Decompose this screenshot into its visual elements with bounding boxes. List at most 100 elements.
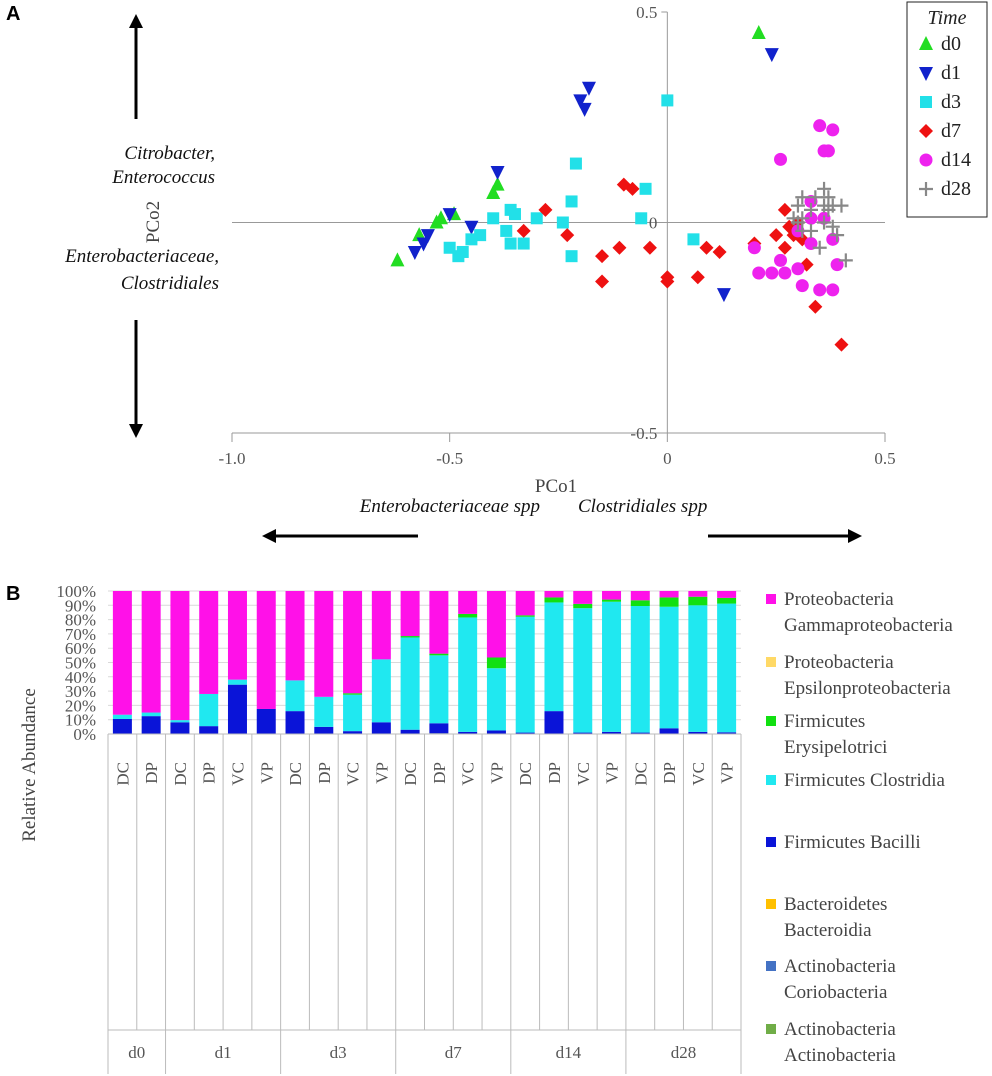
category-label: DC	[171, 762, 190, 786]
bar-segment	[429, 653, 449, 656]
bar-segment	[486, 668, 506, 731]
point-d3	[530, 212, 543, 225]
category-label: DP	[142, 762, 161, 784]
bar-segment	[630, 600, 650, 607]
legend-label-d7: d7	[941, 120, 961, 142]
point-d0	[486, 185, 501, 200]
legend-swatch	[766, 837, 776, 847]
pcoa-panel: A 0.5 0 -0.5 -1.0 -0.5 0 0.5 PCo1 PCo2 Citrobacte…	[6, 1, 988, 543]
legend-swatch	[766, 775, 776, 785]
bar-segment	[717, 732, 737, 734]
bar-segment	[717, 603, 737, 733]
legend-label: Gammaproteobacteria	[784, 615, 953, 636]
bar-segment	[544, 597, 564, 603]
bar-segment	[659, 591, 679, 598]
point-d7	[625, 181, 640, 196]
category-label: DP	[200, 762, 219, 784]
y-tick-label: 90%	[65, 596, 96, 615]
panel-letter-a: A	[6, 3, 20, 25]
arrow-left	[262, 529, 418, 543]
category-label: VC	[344, 762, 363, 786]
group-label: d7	[445, 1043, 463, 1062]
point-d1	[573, 94, 588, 109]
bar-segment	[285, 680, 305, 712]
series-d28	[786, 181, 853, 268]
bar-segment	[256, 591, 276, 709]
legend-swatch	[766, 1024, 776, 1034]
point-d28	[821, 202, 836, 217]
bar-segment	[112, 718, 132, 734]
y-tick-label: 30%	[65, 682, 96, 701]
bar-segment	[314, 726, 334, 734]
x-tick-label: -0.5	[436, 449, 463, 468]
point-d3	[687, 233, 700, 246]
y-tick-label: 10%	[65, 711, 96, 730]
group-label: d3	[330, 1043, 347, 1062]
arrow-head	[129, 424, 143, 438]
x-tick-label: -1.0	[219, 449, 246, 468]
legend-label-d1: d1	[941, 62, 961, 84]
bar-segment	[458, 617, 478, 732]
annotation-enterobacteriaceae: Enterobacteriaceae,	[64, 246, 219, 267]
legend-marker-d28	[919, 182, 933, 196]
y-axis-label: PCo2	[143, 201, 164, 243]
point-d3	[500, 224, 513, 237]
legend-label-d3: d3	[941, 91, 961, 113]
annotation-x-right: Clostridiales spp	[578, 496, 707, 517]
y-tick-label: 0%	[73, 725, 96, 744]
group-label: d28	[671, 1043, 697, 1062]
legend-swatch	[766, 657, 776, 667]
category-label: DC	[401, 762, 420, 786]
category-label: DP	[545, 762, 564, 784]
y-tick-label: 0	[649, 214, 658, 233]
point-d7	[595, 274, 610, 289]
point-d3	[443, 241, 456, 254]
group-label: d1	[215, 1043, 232, 1062]
point-d0	[433, 210, 448, 225]
point-d3	[569, 157, 582, 170]
bar-segment	[285, 591, 305, 681]
point-d14	[791, 262, 805, 276]
point-d7	[699, 240, 714, 255]
category-label: VC	[459, 762, 478, 786]
legend-title: Time	[928, 7, 967, 29]
legend: Time d0 d1 d3 d7 d14 d28	[906, 1, 988, 218]
point-d3	[487, 212, 500, 225]
bar-segment	[256, 708, 276, 734]
bar-segment	[371, 659, 391, 723]
legend-label: Firmicutes	[784, 711, 865, 732]
point-d3	[661, 94, 674, 107]
point-d14	[778, 266, 792, 280]
category-label: VP	[257, 762, 276, 784]
point-d14	[813, 283, 827, 297]
legend-swatch	[766, 961, 776, 971]
y-tick-label: 0.5	[636, 3, 657, 22]
bar-segment	[141, 712, 161, 717]
point-d1	[464, 220, 479, 235]
bar-segment	[400, 729, 420, 734]
bar-segment	[112, 714, 132, 719]
bar-segment	[400, 591, 420, 637]
legend-label: Actinobacteria	[784, 1019, 896, 1040]
point-d3	[517, 237, 530, 250]
bar-segment	[227, 684, 247, 734]
bar-segment	[458, 613, 478, 618]
category-label: DC	[113, 762, 132, 786]
category-label: DC	[286, 762, 305, 786]
bar-segment	[717, 597, 737, 604]
category-label: VP	[603, 762, 622, 784]
point-d1	[577, 102, 592, 117]
bar-segment	[458, 591, 478, 614]
point-d7	[612, 240, 627, 255]
legend-label: Epsilonproteobacteria	[784, 678, 951, 699]
point-d7	[595, 249, 610, 264]
category-label: DC	[631, 762, 650, 786]
point-d7	[808, 299, 823, 314]
y-tick-label: 70%	[65, 625, 96, 644]
bar-segment	[170, 722, 190, 734]
legend-label: Proteobacteria	[784, 589, 894, 610]
bar-segment	[429, 655, 449, 724]
point-d1	[716, 288, 731, 303]
legend-label: Firmicutes Bacilli	[784, 832, 921, 853]
